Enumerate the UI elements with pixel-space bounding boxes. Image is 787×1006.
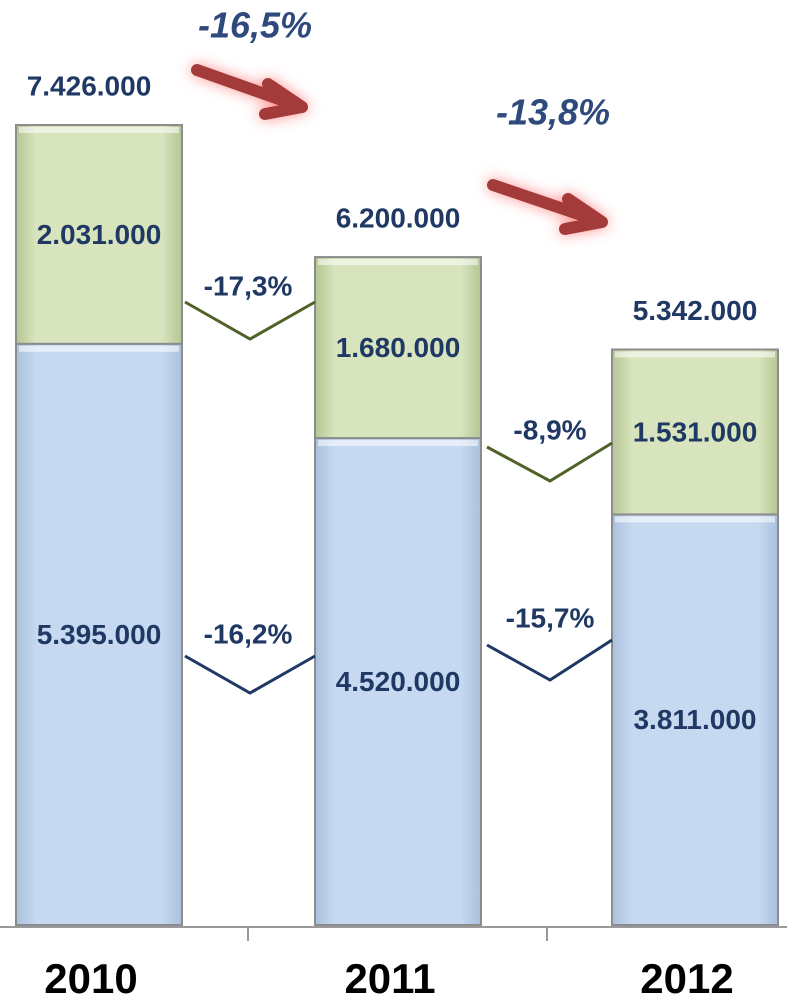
annotation: -8,9% — [513, 414, 586, 445]
total-label: 6.200.000 — [336, 202, 461, 233]
bar-highlight — [615, 516, 775, 523]
change-chevron — [486, 638, 613, 682]
annotation: -16,5% — [198, 5, 312, 46]
bar-segment — [611, 513, 779, 926]
bars — [15, 124, 779, 926]
trend-arrow — [487, 179, 608, 235]
trend-arrow — [191, 64, 308, 120]
total-label: 7.426.000 — [27, 70, 152, 101]
value-label: 4.520.000 — [336, 666, 461, 697]
bar-highlight — [318, 259, 478, 266]
value-label: 1.680.000 — [336, 332, 461, 363]
change-chevron — [184, 654, 316, 695]
value-label: 3.811.000 — [633, 704, 756, 735]
bar-highlight — [318, 440, 478, 447]
value-label: 2.031.000 — [37, 219, 162, 250]
bar-highlight — [615, 351, 775, 358]
x-tick-label: 2010 — [44, 955, 137, 1001]
labels: 5.395.000 2.031.000 7.426.000 2010 4.520.000… — [27, 70, 758, 1002]
value-label: 5.395.000 — [37, 619, 162, 650]
annotation: -15,7% — [506, 602, 595, 633]
change-chevron — [486, 441, 613, 483]
bar-segment — [611, 348, 779, 516]
bar-segment — [314, 437, 482, 926]
x-tick-label: 2012 — [640, 955, 733, 1001]
bar-segment — [15, 342, 183, 926]
value-label: 1.531.000 — [633, 416, 758, 447]
bar-highlight — [19, 345, 179, 352]
x-tick-label: 2011 — [344, 955, 435, 1001]
change-chevron — [184, 300, 316, 341]
annotation: -16,2% — [204, 618, 293, 649]
total-label: 5.342.000 — [633, 295, 758, 326]
bar-segment — [15, 124, 183, 345]
bar-highlight — [19, 127, 179, 133]
annotation: -13,8% — [496, 92, 610, 133]
annotation: -17,3% — [204, 270, 293, 301]
bar-segment — [314, 256, 482, 440]
